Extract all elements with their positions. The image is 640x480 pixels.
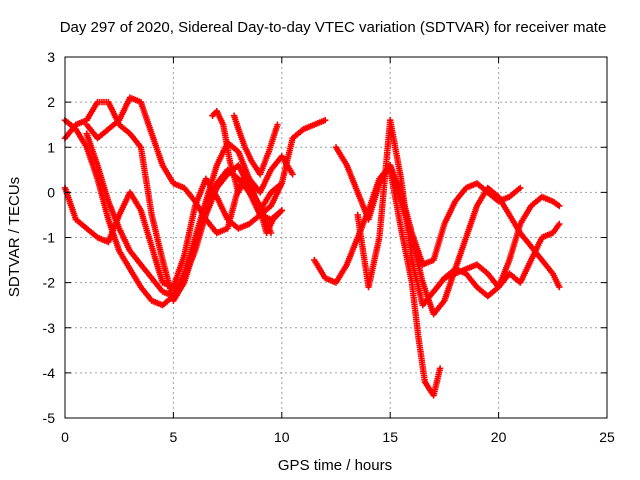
y-tick-label: -4 <box>43 365 56 381</box>
x-axis-title: GPS time / hours <box>278 457 392 474</box>
series-points-track-11 <box>387 166 444 399</box>
series-points-track-12 <box>430 193 563 300</box>
x-tick-label: 10 <box>274 429 290 445</box>
y-tick-label: -5 <box>43 410 56 426</box>
series-track-10 <box>354 117 563 309</box>
series-points-track-9 <box>332 144 563 318</box>
series-points-track-10 <box>354 117 563 309</box>
y-tick-label: 3 <box>47 49 55 65</box>
y-axis-title: SDTVAR / TECUs <box>6 177 23 297</box>
series-track-9 <box>332 144 563 318</box>
y-tick-label: -3 <box>43 320 56 336</box>
y-tick-label: -1 <box>43 230 56 246</box>
tick-labels: 0 5 10 15 20 25 -5 -4 -3 -2 -1 0 1 2 3 <box>43 49 615 445</box>
x-tick-label: 20 <box>491 429 507 445</box>
y-tick-label: -2 <box>43 275 56 291</box>
axis-ticks <box>64 56 608 419</box>
x-tick-label: 25 <box>599 429 615 445</box>
series-track-6 <box>209 108 285 237</box>
series-track-8 <box>311 162 524 286</box>
y-tick-label: 1 <box>47 139 55 155</box>
x-tick-label: 5 <box>170 429 178 445</box>
series-track-12 <box>430 193 563 300</box>
chart-title: Day 297 of 2020, Sidereal Day-to-day VTE… <box>60 19 607 36</box>
x-tick-label: 0 <box>61 429 69 445</box>
y-tick-label: 0 <box>47 184 55 200</box>
series-points-track-7 <box>230 112 281 178</box>
y-tick-label: 2 <box>47 94 55 110</box>
x-tick-label: 15 <box>382 429 398 445</box>
data-points <box>61 94 563 399</box>
series-points-track-8 <box>311 162 524 286</box>
series-track-11 <box>387 166 444 399</box>
series-track-7 <box>230 112 281 178</box>
series-points-track-6 <box>209 108 285 237</box>
